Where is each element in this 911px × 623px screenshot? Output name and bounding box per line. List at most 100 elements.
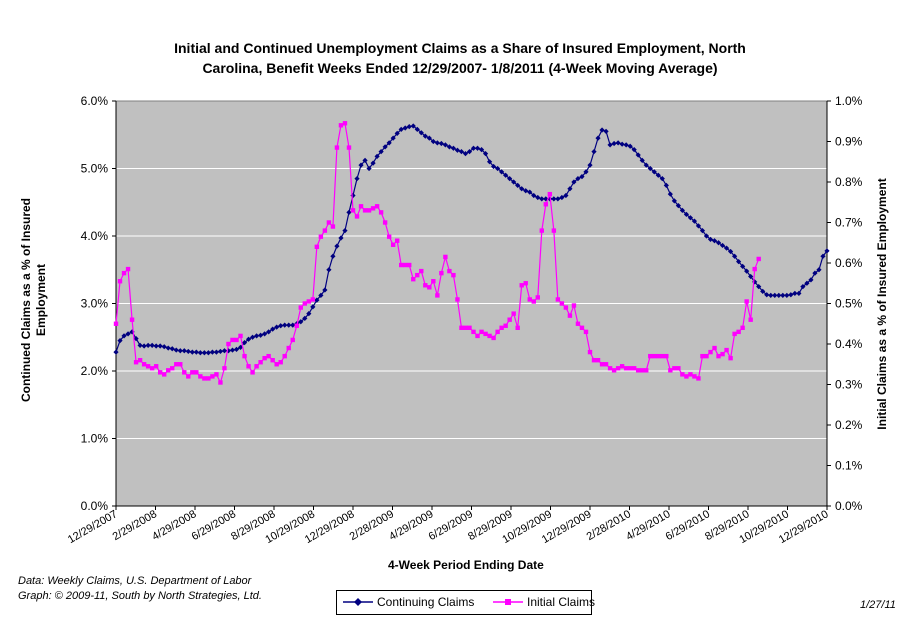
data-point-initial	[399, 262, 404, 268]
data-point-initial	[527, 297, 532, 302]
data-point-continuing	[647, 165, 653, 172]
data-point-initial	[125, 266, 131, 272]
source-line-graph: Graph: © 2009-11, South by North Strateg…	[18, 590, 262, 602]
data-point-initial	[403, 262, 408, 268]
data-point-initial	[644, 368, 649, 373]
y-right-tick-label: 0.0%	[835, 499, 863, 513]
data-point-continuing	[165, 345, 171, 351]
series-layer	[113, 121, 830, 385]
data-point-continuing	[727, 248, 734, 255]
data-point-continuing	[205, 350, 211, 356]
y-left-tick-label: 1.0%	[81, 432, 109, 446]
data-point-initial	[190, 370, 195, 375]
data-point-continuing	[643, 162, 649, 168]
data-point-initial	[374, 204, 380, 209]
y-right-tick-label: 0.9%	[835, 135, 863, 149]
data-point-initial	[648, 353, 653, 359]
data-point-initial	[214, 372, 219, 377]
data-point-continuing	[145, 342, 151, 348]
data-point-continuing	[233, 346, 240, 352]
data-point-initial	[627, 366, 633, 371]
data-point-continuing	[245, 336, 252, 342]
data-point-continuing	[499, 169, 505, 175]
data-point-continuing	[374, 153, 380, 159]
data-point-continuing	[229, 347, 236, 353]
data-point-initial	[186, 374, 191, 379]
data-point-initial	[346, 145, 352, 150]
data-point-initial	[415, 272, 420, 278]
data-point-initial	[294, 323, 299, 328]
data-point-initial	[145, 364, 151, 369]
data-point-initial	[129, 317, 135, 322]
data-point-initial	[559, 301, 565, 306]
data-point-continuing	[221, 348, 228, 354]
data-point-continuing	[515, 182, 521, 188]
data-point-continuing	[113, 349, 119, 355]
data-point-initial	[162, 372, 167, 377]
data-point-continuing	[253, 333, 260, 339]
data-point-initial	[234, 337, 239, 343]
data-point-initial	[519, 283, 524, 288]
data-point-initial	[507, 317, 512, 322]
data-point-initial	[615, 366, 621, 371]
data-point-continuing	[434, 140, 440, 146]
data-point-continuing	[157, 343, 163, 349]
y-left-tick-label: 4.0%	[81, 229, 109, 243]
data-point-initial	[579, 325, 585, 330]
data-point-continuing	[201, 350, 207, 356]
data-point-continuing	[450, 145, 457, 151]
data-point-continuing	[639, 157, 645, 163]
data-point-initial	[326, 220, 332, 225]
data-point-continuing	[470, 145, 477, 151]
data-point-initial	[696, 376, 701, 381]
data-point-initial	[153, 364, 159, 369]
data-point-continuing	[173, 347, 179, 353]
data-point-initial	[676, 366, 681, 371]
data-point-initial	[270, 358, 275, 363]
data-point-initial	[756, 256, 761, 262]
data-point-continuing	[330, 253, 336, 259]
data-point-initial	[390, 242, 396, 247]
data-point-initial	[575, 321, 581, 326]
data-point-continuing	[189, 349, 195, 355]
data-point-continuing	[326, 267, 332, 273]
data-point-initial	[623, 366, 629, 371]
data-point-initial	[386, 234, 392, 239]
data-point-initial	[700, 353, 705, 359]
data-point-initial	[672, 366, 677, 371]
data-point-initial	[443, 254, 448, 260]
data-point-initial	[366, 208, 372, 213]
x-tick-label: 2/29/2008	[111, 508, 159, 543]
x-tick-label: 6/29/2008	[190, 508, 238, 543]
data-point-initial	[531, 299, 536, 304]
y-left-tick-label: 2.0%	[81, 364, 109, 378]
data-point-continuing	[153, 343, 159, 349]
data-point-initial	[495, 329, 500, 335]
data-point-continuing	[358, 162, 364, 168]
data-point-initial	[137, 358, 143, 363]
data-point-continuing	[161, 344, 167, 350]
data-point-initial	[370, 206, 376, 211]
data-point-continuing	[748, 273, 754, 280]
x-axis-label: 4-Week Period Ending Date	[388, 558, 544, 572]
chart-title-line2: Carolina, Benefit Weeks Ended 12/29/2007…	[202, 60, 718, 76]
data-point-continuing	[466, 149, 473, 155]
data-point-continuing	[796, 290, 802, 296]
data-point-continuing	[715, 240, 722, 246]
y-right-tick-label: 0.4%	[835, 337, 863, 351]
data-point-continuing	[193, 349, 199, 355]
data-point-initial	[712, 345, 717, 351]
data-point-continuing	[675, 203, 681, 209]
data-point-initial	[728, 355, 733, 361]
y-right-tick-label: 0.2%	[835, 418, 863, 432]
data-point-initial	[499, 325, 504, 330]
data-point-continuing	[478, 147, 485, 153]
data-point-continuing	[511, 179, 517, 185]
source-note: Data: Weekly Claims, U.S. Department of …	[18, 574, 262, 604]
data-point-continuing	[808, 277, 814, 283]
data-point-continuing	[314, 297, 320, 303]
x-tick-label: 12/29/2007	[66, 508, 120, 546]
data-point-continuing	[306, 311, 312, 317]
data-point-continuing	[816, 267, 822, 273]
data-point-continuing	[406, 124, 412, 130]
